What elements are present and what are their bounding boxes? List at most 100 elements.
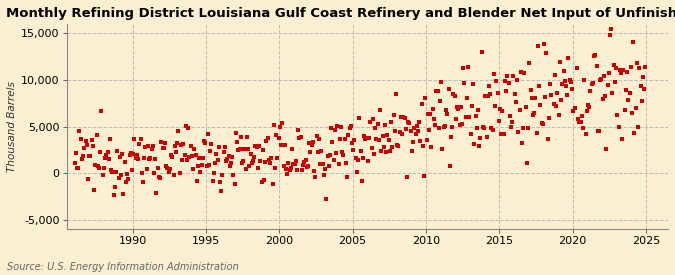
Point [468, 81, 479, 86]
Point [549, 73, 560, 78]
Point [569, 106, 580, 111]
Point [425, 112, 435, 116]
Point [355, 149, 366, 153]
Point [415, 139, 426, 144]
Point [218, 150, 229, 154]
Point [321, 196, 331, 201]
Point [156, 140, 167, 145]
Point [81, 143, 92, 147]
Point [337, 150, 348, 155]
Point [353, 158, 364, 162]
Point [371, 137, 382, 141]
Point [308, 169, 319, 173]
Point [552, 91, 563, 96]
Point [385, 149, 396, 153]
Point [233, 148, 244, 152]
Point [426, 144, 437, 149]
Point [230, 182, 240, 186]
Point [333, 162, 344, 166]
Point [159, 146, 169, 150]
Point [194, 156, 205, 160]
Point [362, 159, 373, 164]
Point [232, 140, 242, 144]
Point [392, 142, 403, 147]
Point [436, 79, 447, 84]
Point [165, 153, 176, 157]
Point [554, 112, 564, 117]
Point [97, 173, 108, 177]
Point [352, 170, 362, 174]
Point [385, 120, 396, 124]
Point [410, 132, 421, 136]
Point [219, 145, 230, 149]
Point [102, 149, 113, 154]
Point [259, 178, 269, 182]
Point [269, 166, 280, 170]
Point [74, 128, 85, 133]
Point [73, 166, 84, 170]
Point [412, 124, 423, 128]
Point [130, 156, 141, 160]
Point [191, 179, 202, 183]
Point [215, 180, 225, 184]
Point [111, 170, 122, 174]
Point [135, 137, 146, 141]
Point [497, 109, 508, 114]
Point [373, 122, 383, 126]
Point [86, 137, 97, 142]
Point [172, 141, 183, 145]
Point [502, 74, 513, 79]
Point [587, 81, 598, 85]
Point [292, 167, 302, 172]
Point [602, 83, 613, 87]
Point [638, 75, 649, 79]
Point [557, 82, 568, 87]
Point [590, 52, 601, 57]
Point [142, 144, 153, 148]
Point [72, 166, 82, 170]
Point [570, 7, 581, 12]
Point [140, 145, 151, 150]
Point [464, 114, 475, 119]
Point [361, 136, 372, 140]
Point [370, 126, 381, 131]
Point [398, 115, 409, 119]
Point [394, 130, 405, 134]
Point [245, 152, 256, 156]
Point [127, 168, 138, 172]
Point [108, 192, 119, 197]
Point [186, 154, 197, 158]
Point [238, 159, 248, 164]
Point [387, 145, 398, 149]
Point [278, 164, 289, 168]
Point [471, 126, 482, 131]
Point [369, 152, 379, 156]
Point [437, 147, 448, 151]
Point [265, 160, 275, 165]
Point [141, 166, 152, 171]
Point [205, 148, 215, 153]
Point [184, 155, 195, 160]
Text: Source: U.S. Energy Information Administration: Source: U.S. Energy Information Administ… [7, 262, 238, 272]
Point [85, 154, 96, 159]
Point [599, 93, 610, 98]
Point [201, 164, 212, 169]
Point [450, 94, 460, 98]
Point [277, 121, 288, 125]
Point [507, 120, 518, 124]
Point [124, 153, 135, 157]
Point [545, 82, 556, 86]
Point [189, 147, 200, 151]
Point [489, 72, 500, 76]
Point [459, 81, 470, 86]
Point [70, 151, 81, 155]
Point [144, 156, 155, 161]
Point [168, 173, 179, 178]
Point [90, 163, 101, 167]
Point [243, 147, 254, 151]
Point [607, 91, 618, 95]
Point [267, 182, 278, 186]
Point [75, 137, 86, 141]
Point [109, 185, 120, 189]
Point [169, 144, 180, 148]
